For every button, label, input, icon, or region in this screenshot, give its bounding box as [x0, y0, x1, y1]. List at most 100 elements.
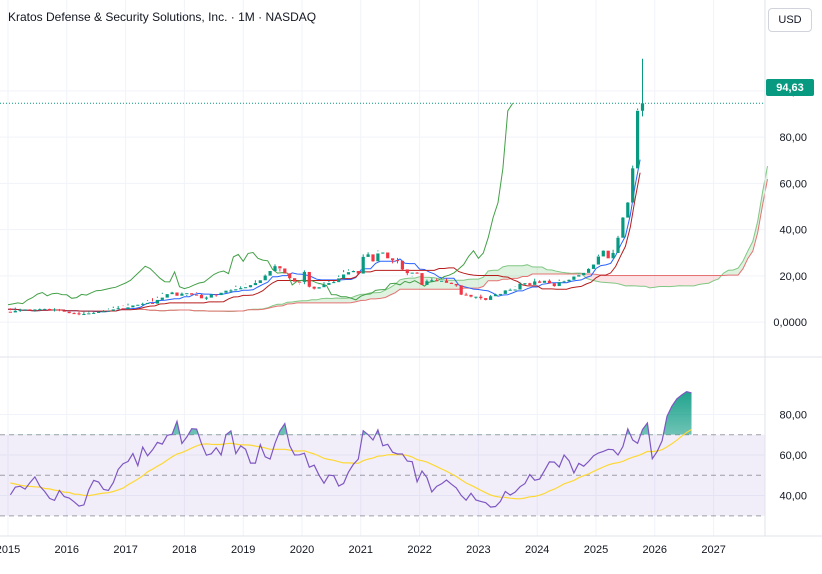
candle-body	[293, 278, 296, 281]
candle-body	[239, 288, 242, 289]
candle-body	[420, 273, 423, 285]
candle-body	[327, 283, 330, 285]
candle-body	[146, 303, 149, 304]
price-tick-label: 0,0000	[773, 317, 807, 329]
cloud-segment-bullish	[410, 278, 415, 289]
rsi-tick-label: 60,00	[779, 450, 807, 462]
candle-body	[19, 310, 22, 311]
candle-body	[504, 290, 507, 293]
cloud-segment-bullish	[513, 266, 518, 279]
candle-body	[318, 287, 321, 288]
candle-body	[386, 253, 389, 259]
candle-body	[126, 307, 129, 309]
candle-body	[205, 298, 208, 299]
candle-body	[626, 203, 629, 218]
candle-body	[308, 272, 311, 287]
candle-body	[528, 283, 531, 285]
candle-body	[288, 273, 291, 278]
cloud-segment-bearish	[674, 276, 679, 287]
candle-body	[489, 296, 492, 300]
candle-body	[484, 298, 487, 300]
cloud-segment-bearish	[689, 276, 694, 286]
candle-body	[592, 265, 595, 269]
cloud-segment-bullish	[469, 279, 474, 288]
candle-body	[303, 272, 306, 282]
cloud-segment-bearish	[684, 276, 689, 286]
candle-body	[558, 282, 561, 286]
x-tick-label: 2026	[643, 544, 667, 556]
candle-body	[494, 294, 497, 296]
candle-body	[249, 285, 252, 287]
candle-body	[87, 313, 90, 314]
candle-body	[479, 297, 482, 298]
cloud-segment-bearish	[650, 276, 655, 288]
cloud-segment-bullish	[523, 265, 528, 277]
candle-body	[259, 280, 262, 283]
candle-body	[278, 266, 281, 268]
candle-body	[582, 273, 585, 275]
candle-body	[283, 268, 286, 273]
candle-body	[82, 314, 85, 315]
candle-body	[406, 269, 409, 273]
candle-body	[577, 275, 580, 276]
candle-body	[533, 281, 536, 284]
x-tick-label: 2022	[407, 544, 431, 556]
candle-body	[28, 309, 31, 310]
x-tick-label: 2016	[55, 544, 79, 556]
candle-body	[298, 282, 301, 283]
x-tick-label: 2023	[466, 544, 490, 556]
cloud-segment-bearish	[660, 276, 665, 287]
lagging-span	[8, 103, 513, 304]
price-tick-label: 40,00	[779, 225, 807, 237]
candle-body	[38, 309, 41, 310]
candle-body	[430, 280, 433, 281]
candle-body	[254, 283, 257, 285]
candle-body	[166, 294, 169, 297]
currency-button[interactable]: USD	[768, 8, 812, 32]
candle-body	[460, 285, 463, 294]
candle-body	[543, 281, 546, 283]
candle-body	[553, 283, 556, 286]
candle-body	[234, 289, 237, 290]
rsi-tick-label: 40,00	[779, 491, 807, 503]
candle-body	[367, 254, 370, 257]
cloud-segment-bullish	[532, 267, 537, 274]
cloud-segment-bearish	[635, 276, 640, 287]
candle-body	[190, 293, 193, 294]
candle-body	[14, 311, 17, 313]
candle-body	[224, 291, 227, 293]
cloud-segment-bearish	[670, 276, 675, 287]
candle-body	[131, 305, 134, 307]
x-tick-label: 2025	[584, 544, 608, 556]
cloud-segment-bullish	[341, 298, 346, 303]
candle-body	[401, 261, 404, 270]
x-tick-label: 2017	[113, 544, 137, 556]
candle-body	[362, 257, 365, 274]
candle-body	[33, 309, 36, 310]
candle-body	[567, 280, 570, 282]
candle-body	[220, 293, 223, 295]
candle-body	[607, 251, 610, 259]
cloud-segment-bearish	[630, 276, 635, 286]
candle-body	[156, 300, 159, 304]
candle-body	[122, 308, 125, 309]
cloud-segment-bearish	[665, 276, 670, 287]
candle-body	[523, 283, 526, 284]
cloud-segment-bearish	[601, 275, 606, 282]
last-price-label: 94,63	[766, 79, 814, 96]
candle-body	[77, 313, 80, 314]
cloud-segment-bearish	[640, 276, 645, 287]
candlesticks	[9, 59, 644, 315]
candle-body	[313, 287, 316, 289]
candle-body	[53, 309, 56, 310]
cloud-segment-bearish	[625, 276, 630, 286]
candle-body	[244, 287, 247, 288]
candle-body	[587, 269, 590, 273]
candle-body	[518, 284, 521, 290]
candle-body	[117, 308, 120, 309]
candle-body	[474, 297, 477, 298]
candle-body	[185, 293, 188, 294]
cloud-segment-bearish	[704, 276, 709, 284]
